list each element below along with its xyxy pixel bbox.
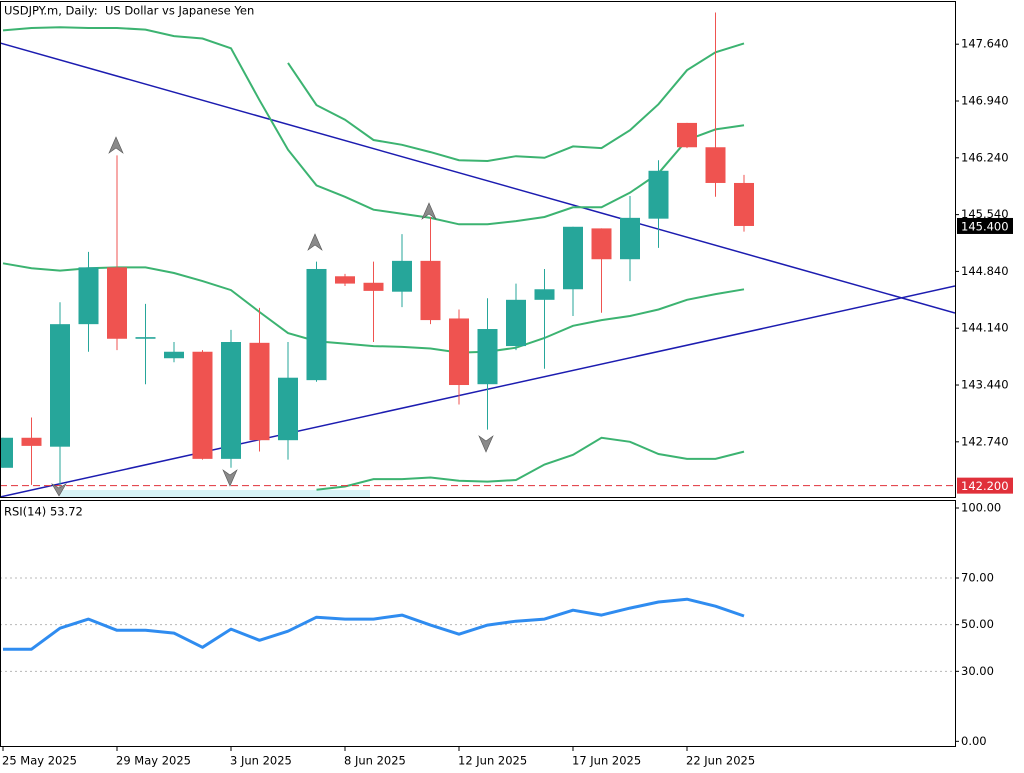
fractal-down <box>51 483 67 497</box>
y-tick-label: 100.00 <box>961 501 1001 515</box>
candle-body <box>21 437 42 446</box>
candle-body <box>192 351 213 459</box>
bollinger-band <box>316 436 745 491</box>
trendline <box>1 42 955 314</box>
candle-body <box>563 226 583 290</box>
candle-body <box>363 282 384 291</box>
candle-body <box>78 267 99 325</box>
candle-body <box>506 299 526 347</box>
fractals <box>51 136 494 497</box>
fractal-up <box>108 136 124 154</box>
candle-body <box>135 337 156 339</box>
candle-body <box>164 351 184 359</box>
candle-body <box>449 318 469 386</box>
chart-title: USDJPY.m, Daily: US Dollar vs Japanese Y… <box>4 4 254 18</box>
candle-body <box>620 217 640 260</box>
rsi-frame <box>0 500 956 747</box>
candle-body <box>477 329 498 385</box>
main-frame <box>0 1 956 498</box>
candle-body <box>249 342 270 441</box>
y-tick-label: 147.640 <box>961 37 1009 51</box>
candle-body <box>221 342 241 459</box>
x-tick-label: 25 May 2025 <box>2 754 77 768</box>
fractal-up <box>421 202 437 220</box>
candle-body <box>534 289 555 300</box>
x-tick-label: 12 Jun 2025 <box>458 754 527 768</box>
y-tick-label: 145.540 <box>961 207 1009 221</box>
candle-body <box>107 267 127 339</box>
y-tick-label: 146.940 <box>961 94 1009 108</box>
bollinger-band <box>287 42 745 163</box>
x-tick-label: 22 Jun 2025 <box>686 754 755 768</box>
fractal-down <box>222 469 238 487</box>
y-tick-label: 70.00 <box>961 571 994 585</box>
y-tick-label: 146.240 <box>961 150 1009 164</box>
fractal-down <box>478 435 494 453</box>
candle-body <box>392 260 412 292</box>
fractal-up <box>307 233 323 251</box>
candle-body <box>278 377 298 441</box>
highlight-band <box>60 490 370 497</box>
candle-body <box>591 228 612 260</box>
rsi-title: RSI(14) 53.72 <box>4 505 83 519</box>
y-tick-label: 142.740 <box>961 434 1009 448</box>
candle-body <box>677 122 697 148</box>
rsi-line <box>3 597 745 651</box>
bollinger-band <box>2 26 745 226</box>
candle-body <box>705 147 726 183</box>
current-price-label: 145.400 <box>961 219 1009 233</box>
level-label: 142.200 <box>961 479 1009 493</box>
x-tick-label: 17 Jun 2025 <box>572 754 641 768</box>
x-tick-label: 29 May 2025 <box>116 754 191 768</box>
level-label-box <box>957 477 1013 494</box>
current-price-box <box>957 217 1013 234</box>
y-tick-label: 0.00 <box>961 734 987 748</box>
rsi-layer <box>1 577 955 672</box>
candle-body <box>335 276 355 284</box>
y-tick-label: 30.00 <box>961 664 994 678</box>
x-tick-label: 3 Jun 2025 <box>230 754 292 768</box>
candle-body <box>420 260 441 321</box>
candle-body <box>648 170 669 219</box>
y-tick-label: 143.440 <box>961 378 1009 392</box>
x-tick-label: 8 Jun 2025 <box>344 754 406 768</box>
candle-body <box>734 182 754 226</box>
y-tick-label: 50.00 <box>961 617 994 631</box>
candle-body <box>306 268 327 381</box>
y-tick-label: 144.840 <box>961 264 1009 278</box>
trendline <box>1 285 955 497</box>
candle-body <box>50 324 70 447</box>
candle-body <box>1 437 13 468</box>
price-layer <box>1 12 955 491</box>
y-tick-label: 144.140 <box>961 321 1009 335</box>
